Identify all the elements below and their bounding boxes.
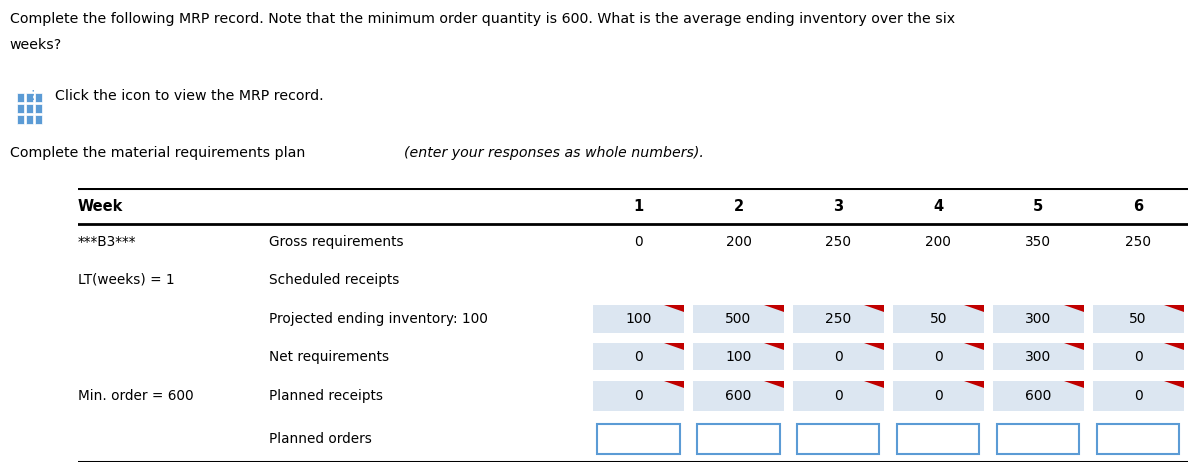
- Polygon shape: [964, 343, 984, 350]
- Text: LT(weeks) = 1: LT(weeks) = 1: [78, 273, 175, 287]
- Bar: [893, 343, 984, 370]
- Bar: [1092, 305, 1183, 333]
- Text: 0: 0: [934, 389, 943, 403]
- Polygon shape: [664, 381, 684, 388]
- Bar: [26, 104, 34, 114]
- Bar: [893, 305, 984, 333]
- Text: 2: 2: [733, 199, 744, 214]
- Polygon shape: [964, 381, 984, 388]
- Text: ⋮: ⋮: [26, 89, 38, 103]
- Text: 600: 600: [1025, 389, 1051, 403]
- Text: 5: 5: [1033, 199, 1043, 214]
- Text: Planned orders: Planned orders: [269, 432, 372, 446]
- Text: 350: 350: [1025, 235, 1051, 249]
- Bar: [26, 115, 34, 124]
- Bar: [992, 381, 1084, 411]
- Polygon shape: [664, 305, 684, 312]
- Bar: [17, 104, 24, 114]
- Bar: [1092, 343, 1183, 370]
- Bar: [997, 423, 1079, 454]
- Bar: [17, 115, 24, 124]
- Polygon shape: [1164, 305, 1183, 312]
- Text: 300: 300: [1025, 349, 1051, 364]
- Text: 0: 0: [634, 349, 643, 364]
- Bar: [692, 305, 784, 333]
- Text: 0: 0: [634, 389, 643, 403]
- Text: 500: 500: [725, 312, 751, 325]
- Text: 0: 0: [1134, 389, 1142, 403]
- Bar: [793, 343, 884, 370]
- Text: 250: 250: [826, 235, 851, 249]
- Text: Scheduled receipts: Scheduled receipts: [269, 273, 400, 287]
- Text: Min. order = 600: Min. order = 600: [78, 389, 193, 403]
- Bar: [793, 381, 884, 411]
- Text: Gross requirements: Gross requirements: [269, 235, 403, 249]
- Text: 100: 100: [725, 349, 751, 364]
- Polygon shape: [764, 305, 784, 312]
- Text: 100: 100: [625, 312, 652, 325]
- Text: ***B3***: ***B3***: [78, 235, 137, 249]
- Text: 0: 0: [834, 389, 842, 403]
- Bar: [593, 305, 684, 333]
- Text: 0: 0: [635, 235, 643, 249]
- Bar: [697, 423, 780, 454]
- Text: 250: 250: [826, 312, 852, 325]
- Polygon shape: [1063, 305, 1084, 312]
- Bar: [692, 381, 784, 411]
- Text: weeks?: weeks?: [10, 38, 62, 52]
- Text: 4: 4: [934, 199, 943, 214]
- Text: 600: 600: [725, 389, 751, 403]
- Bar: [1097, 423, 1180, 454]
- Text: Click the icon to view the MRP record.: Click the icon to view the MRP record.: [55, 89, 324, 104]
- Text: 200: 200: [726, 235, 751, 249]
- Text: Net requirements: Net requirements: [269, 349, 389, 364]
- Bar: [797, 423, 880, 454]
- Polygon shape: [664, 343, 684, 350]
- Polygon shape: [864, 305, 884, 312]
- Text: 0: 0: [934, 349, 943, 364]
- Text: 50: 50: [1129, 312, 1147, 325]
- Text: 6: 6: [1133, 199, 1144, 214]
- Bar: [1092, 381, 1183, 411]
- Bar: [692, 343, 784, 370]
- Bar: [598, 423, 679, 454]
- Text: Week: Week: [78, 199, 124, 214]
- Polygon shape: [864, 381, 884, 388]
- Polygon shape: [1063, 343, 1084, 350]
- Text: 3: 3: [833, 199, 844, 214]
- Bar: [793, 305, 884, 333]
- Polygon shape: [864, 343, 884, 350]
- Bar: [26, 93, 34, 102]
- Text: 200: 200: [925, 235, 952, 249]
- Bar: [35, 115, 42, 124]
- Bar: [593, 381, 684, 411]
- Polygon shape: [1164, 343, 1183, 350]
- Text: Projected ending inventory: 100: Projected ending inventory: 100: [269, 312, 487, 325]
- Bar: [992, 305, 1084, 333]
- Text: 300: 300: [1025, 312, 1051, 325]
- Bar: [992, 343, 1084, 370]
- Text: 50: 50: [930, 312, 947, 325]
- Bar: [35, 104, 42, 114]
- Text: Planned receipts: Planned receipts: [269, 389, 383, 403]
- Polygon shape: [1063, 381, 1084, 388]
- Polygon shape: [1164, 381, 1183, 388]
- Text: 0: 0: [1134, 349, 1142, 364]
- Text: 0: 0: [834, 349, 842, 364]
- Bar: [898, 423, 979, 454]
- Polygon shape: [764, 381, 784, 388]
- Polygon shape: [964, 305, 984, 312]
- Text: 1: 1: [634, 199, 643, 214]
- Text: 250: 250: [1126, 235, 1151, 249]
- Bar: [593, 343, 684, 370]
- Text: (enter your responses as whole numbers).: (enter your responses as whole numbers).: [404, 146, 704, 160]
- Text: Complete the material requirements plan: Complete the material requirements plan: [10, 146, 310, 160]
- Bar: [17, 93, 24, 102]
- Text: Complete the following MRP record. Note that the minimum order quantity is 600. : Complete the following MRP record. Note …: [10, 12, 955, 26]
- Bar: [893, 381, 984, 411]
- Bar: [35, 93, 42, 102]
- Polygon shape: [764, 343, 784, 350]
